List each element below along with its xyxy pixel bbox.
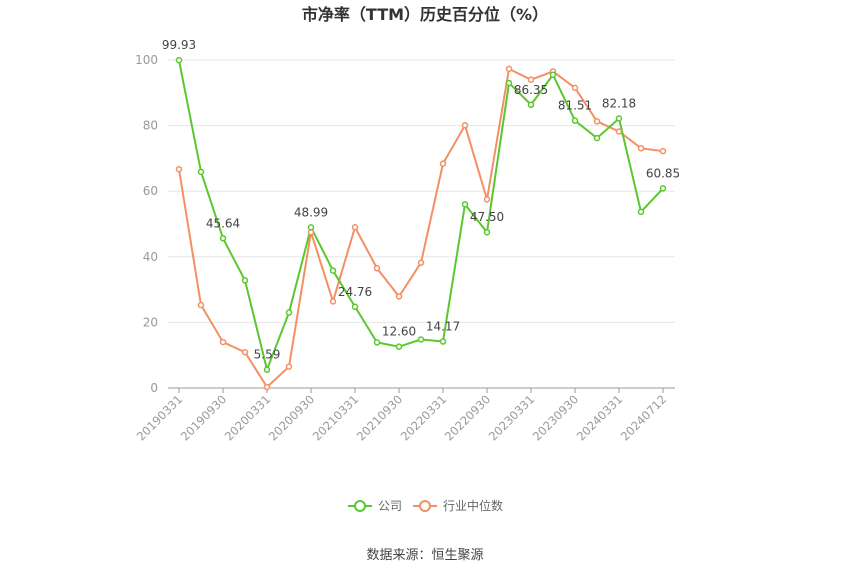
data-point — [351, 224, 359, 231]
y-axis: 0 20 40 60 80 100 — [135, 53, 158, 395]
x-tick-label: 20230930 — [530, 392, 581, 443]
source-text: 数据来源：恒生聚源 — [366, 548, 483, 563]
y-tick-label: 60 — [143, 184, 158, 198]
data-label: 12.60 — [382, 325, 416, 339]
x-tick-label: 20190331 — [134, 392, 185, 443]
chart-title: 市净率（TTM）历史百分位（%） — [302, 5, 548, 24]
data-point — [307, 224, 315, 231]
data-point — [395, 293, 403, 300]
data-point — [417, 336, 425, 343]
data-point — [241, 277, 249, 284]
data-point — [395, 343, 403, 350]
data-point — [461, 201, 469, 208]
data-point — [527, 101, 535, 109]
data-point — [593, 118, 601, 125]
data-point — [549, 71, 557, 79]
data-point — [219, 338, 227, 346]
legend-marker — [354, 500, 366, 512]
x-tick-label: 20220930 — [442, 392, 493, 443]
data-point — [175, 165, 183, 173]
data-label: 86.35 — [514, 83, 548, 97]
data-point — [263, 383, 271, 391]
data-label: 24.76 — [338, 285, 372, 299]
data-point — [615, 128, 623, 135]
data-point — [241, 348, 249, 356]
grid-lines — [168, 59, 675, 323]
data-point — [505, 79, 513, 87]
data-label: 5.59 — [254, 348, 281, 362]
data-point — [329, 298, 337, 305]
data-point — [197, 301, 205, 309]
x-tick-label: 20190930 — [178, 392, 229, 443]
y-tick-label: 0 — [150, 381, 158, 395]
data-point — [373, 339, 381, 346]
data-point — [593, 134, 601, 142]
data-point — [505, 65, 513, 73]
data-point — [219, 235, 227, 242]
data-point — [439, 338, 447, 345]
data-point — [373, 265, 381, 272]
x-tick-label: 20210331 — [310, 392, 361, 443]
x-tick-label: 20220331 — [398, 392, 449, 443]
data-labels: 99.93 45.64 5.59 48.99 24.76 12.60 14.17 47.50 8… — [162, 38, 680, 361]
data-point — [329, 267, 337, 274]
data-point — [659, 185, 667, 192]
data-point — [483, 228, 491, 236]
y-tick-label: 20 — [143, 315, 158, 329]
data-label: 47.50 — [470, 210, 504, 224]
data-point — [417, 259, 425, 266]
data-point — [175, 56, 183, 64]
data-point — [439, 160, 447, 167]
data-point — [197, 168, 205, 176]
data-label: 48.99 — [294, 205, 328, 219]
data-point — [285, 363, 293, 370]
data-point — [285, 309, 293, 316]
data-point — [483, 196, 491, 203]
data-point — [527, 76, 535, 83]
y-tick-label: 80 — [143, 119, 158, 133]
data-label: 82.18 — [602, 96, 636, 110]
x-tick-label: 20240712 — [618, 392, 669, 443]
data-label: 60.85 — [646, 166, 680, 180]
data-label: 81.51 — [558, 99, 592, 113]
data-point — [351, 303, 359, 311]
legend[interactable]: 公司 行业中位数 — [348, 498, 503, 513]
data-label: 45.64 — [206, 216, 240, 230]
data-point — [637, 144, 645, 152]
x-tick-label: 20210930 — [354, 392, 405, 443]
data-point — [571, 84, 579, 92]
x-tick-label: 20200331 — [222, 392, 273, 443]
data-label: 14.17 — [426, 320, 460, 334]
x-axis: 2019033120190930202003312020093020210331… — [134, 387, 675, 444]
data-point — [659, 147, 667, 155]
legend-label: 行业中位数 — [443, 498, 503, 513]
legend-label: 公司 — [378, 499, 402, 513]
x-tick-label: 20230331 — [486, 392, 537, 443]
data-point — [637, 208, 645, 216]
x-tick-label: 20200930 — [266, 392, 317, 443]
data-point — [263, 366, 271, 373]
data-point — [571, 117, 579, 124]
x-tick-label: 20240331 — [574, 392, 625, 443]
data-label: 99.93 — [162, 38, 196, 52]
y-tick-label: 40 — [143, 250, 158, 264]
data-point — [461, 122, 469, 129]
data-point — [615, 115, 623, 122]
series-points — [175, 56, 667, 391]
legend-marker — [419, 500, 431, 512]
y-tick-label: 100 — [135, 53, 158, 67]
